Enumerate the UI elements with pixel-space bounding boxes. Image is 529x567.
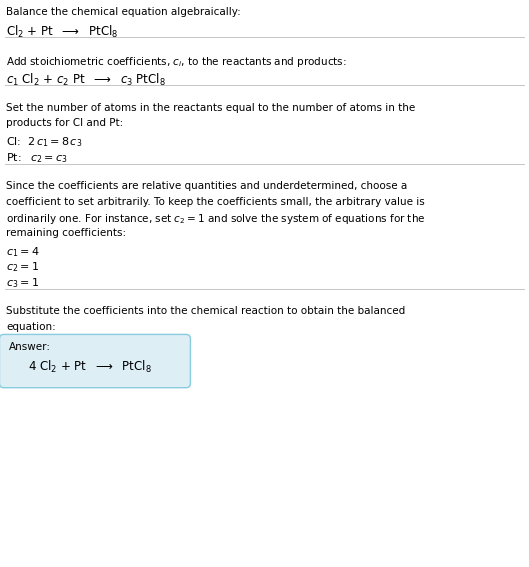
Text: $c_2 = 1$: $c_2 = 1$ (6, 261, 39, 274)
Text: Add stoichiometric coefficients, $c_i$, to the reactants and products:: Add stoichiometric coefficients, $c_i$, … (6, 55, 347, 69)
Text: Balance the chemical equation algebraically:: Balance the chemical equation algebraica… (6, 7, 241, 17)
Text: Pt:$\;\;$ $c_2 = c_3$: Pt:$\;\;$ $c_2 = c_3$ (6, 151, 68, 165)
Text: Since the coefficients are relative quantities and underdetermined, choose a: Since the coefficients are relative quan… (6, 181, 408, 191)
Text: Cl:$\;$ $2\,c_1 = 8\,c_3$: Cl:$\;$ $2\,c_1 = 8\,c_3$ (6, 136, 83, 149)
FancyBboxPatch shape (0, 335, 190, 388)
Text: products for Cl and Pt:: products for Cl and Pt: (6, 119, 124, 128)
Text: 4 Cl$_2$ + Pt  $\longrightarrow$  PtCl$_8$: 4 Cl$_2$ + Pt $\longrightarrow$ PtCl$_8$ (28, 359, 151, 375)
Text: Cl$_2$ + Pt  $\longrightarrow$  PtCl$_8$: Cl$_2$ + Pt $\longrightarrow$ PtCl$_8$ (6, 24, 119, 40)
Text: Substitute the coefficients into the chemical reaction to obtain the balanced: Substitute the coefficients into the che… (6, 306, 406, 316)
Text: $c_1 = 4$: $c_1 = 4$ (6, 245, 40, 259)
Text: Set the number of atoms in the reactants equal to the number of atoms in the: Set the number of atoms in the reactants… (6, 103, 416, 113)
Text: coefficient to set arbitrarily. To keep the coefficients small, the arbitrary va: coefficient to set arbitrarily. To keep … (6, 197, 425, 206)
Text: equation:: equation: (6, 322, 56, 332)
Text: remaining coefficients:: remaining coefficients: (6, 228, 126, 238)
Text: $c_1$ Cl$_2$ + $c_2$ Pt  $\longrightarrow$  $c_3$ PtCl$_8$: $c_1$ Cl$_2$ + $c_2$ Pt $\longrightarrow… (6, 72, 166, 88)
Text: $c_3 = 1$: $c_3 = 1$ (6, 276, 39, 290)
Text: Answer:: Answer: (9, 341, 51, 352)
Text: ordinarily one. For instance, set $c_2 = 1$ and solve the system of equations fo: ordinarily one. For instance, set $c_2 =… (6, 212, 426, 226)
